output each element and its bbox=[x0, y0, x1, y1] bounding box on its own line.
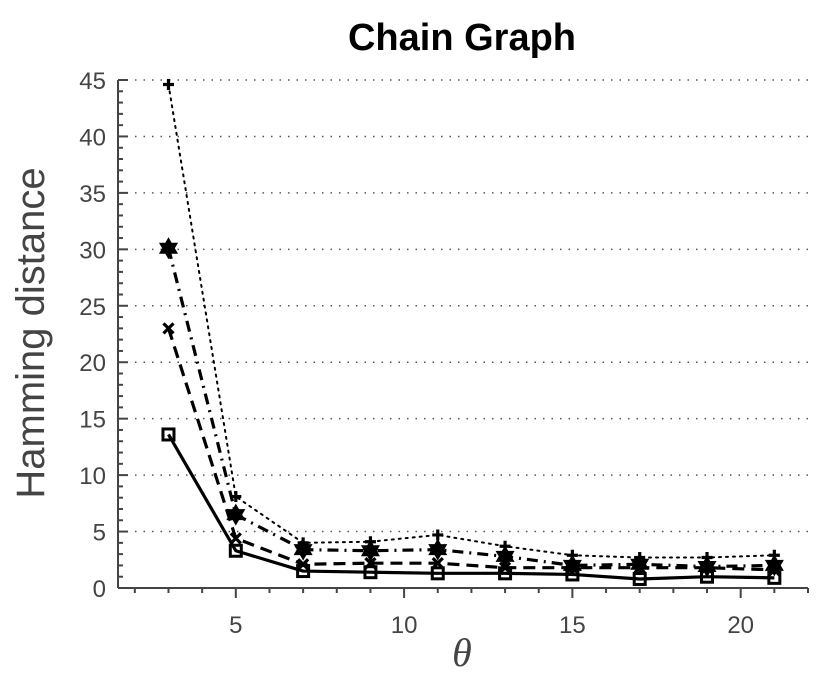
x-axis-label: θ bbox=[452, 630, 472, 675]
x-tick-label: 15 bbox=[559, 612, 586, 639]
series-line-2 bbox=[166, 327, 775, 572]
y-axis-label: Hamming distance bbox=[9, 167, 53, 498]
axes: 0 5 10 15 20 25 30 35 40 45 5 10 15 20 bbox=[79, 68, 809, 639]
data-point bbox=[634, 552, 646, 564]
series-line-4 bbox=[167, 83, 776, 559]
y-tick-label: 40 bbox=[79, 124, 106, 151]
y-tick-label: 35 bbox=[79, 181, 106, 208]
data-point bbox=[296, 558, 310, 571]
data-point bbox=[230, 491, 242, 503]
y-tick-label: 5 bbox=[93, 520, 106, 547]
series-line-1 bbox=[167, 433, 775, 581]
y-tick-label: 10 bbox=[79, 463, 106, 490]
markers bbox=[158, 79, 784, 586]
x-tick-label: 5 bbox=[229, 612, 242, 639]
data-point bbox=[162, 79, 174, 91]
y-tick-label: 45 bbox=[79, 68, 106, 95]
data-point bbox=[430, 566, 445, 581]
y-tick-label: 0 bbox=[93, 576, 106, 603]
data-point bbox=[495, 545, 515, 568]
series-lines bbox=[166, 83, 776, 581]
x-tick-label: 10 bbox=[391, 612, 418, 639]
data-point bbox=[431, 557, 444, 570]
y-tick-label: 15 bbox=[79, 407, 106, 434]
data-point bbox=[697, 555, 717, 578]
data-point bbox=[768, 549, 780, 561]
data-point bbox=[229, 532, 242, 545]
x-tick-label: 20 bbox=[727, 612, 754, 639]
data-point bbox=[161, 427, 176, 442]
data-point bbox=[428, 538, 448, 561]
data-point bbox=[162, 322, 175, 335]
data-point bbox=[297, 537, 309, 549]
data-point bbox=[566, 549, 578, 561]
data-point bbox=[364, 536, 376, 548]
data-point bbox=[499, 540, 511, 552]
chart-title: Chain Graph bbox=[348, 17, 576, 59]
data-point bbox=[701, 552, 713, 564]
data-point bbox=[226, 503, 246, 526]
grid bbox=[118, 79, 808, 533]
y-tick-label: 25 bbox=[79, 294, 106, 321]
series-line-3 bbox=[166, 247, 775, 569]
data-point bbox=[158, 237, 179, 260]
data-point bbox=[432, 529, 444, 541]
data-point bbox=[364, 557, 377, 570]
data-point bbox=[228, 543, 243, 558]
y-tick-label: 30 bbox=[79, 237, 106, 264]
y-tick-label: 20 bbox=[79, 350, 106, 377]
data-point bbox=[498, 561, 512, 574]
data-point bbox=[363, 565, 378, 580]
